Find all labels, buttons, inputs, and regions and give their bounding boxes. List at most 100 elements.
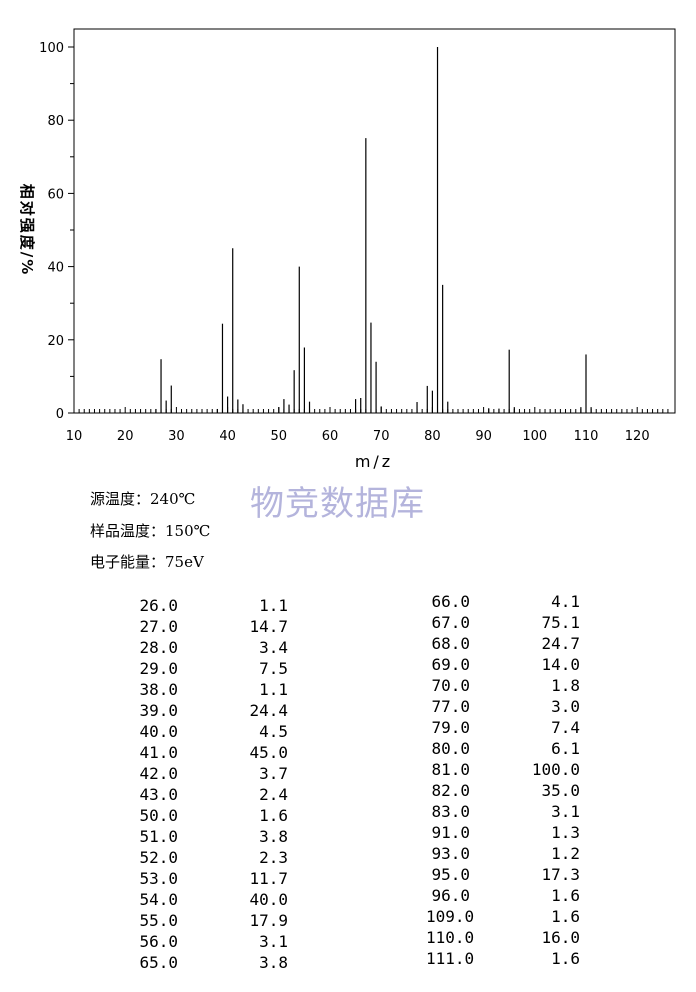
peak-mz: 53.0	[139, 869, 178, 888]
peak-mz: 83.0	[431, 802, 470, 821]
peak-intensity: 1.6	[259, 806, 288, 825]
peak-table-left: 26.0 1.1 27.0 14.7 28.0 3.4 29.0 7.5 38.0 1.1 39.0…	[134, 595, 288, 973]
y-axis-label: 相对强度/%	[18, 184, 36, 277]
y-tick-label: 60	[47, 187, 64, 202]
peak-mz: 52.0	[139, 848, 178, 867]
peak-intensity: 24.7	[541, 634, 580, 653]
peak-intensity: 3.8	[259, 827, 288, 846]
peak-row: 43.0 2.4	[134, 784, 288, 805]
y-tick-label: 100	[39, 41, 64, 56]
peak-mz: 51.0	[139, 827, 178, 846]
peak-intensity: 1.8	[551, 676, 580, 695]
peak-mz: 77.0	[431, 697, 470, 716]
x-axis: 10 20 30 40 50 60 70 80 90 100 110 120	[66, 407, 669, 444]
peak-intensity: 1.2	[551, 844, 580, 863]
peak-intensity: 3.0	[551, 697, 580, 716]
x-tick-label: 40	[219, 429, 236, 444]
peak-intensity: 40.0	[249, 890, 288, 909]
peak-intensity: 1.1	[259, 680, 288, 699]
peak-row: 50.0 1.6	[134, 805, 288, 826]
peak-intensity: 4.1	[551, 592, 580, 611]
peak-row: 77.0 3.0	[426, 696, 580, 717]
peak-row: 65.0 3.8	[134, 952, 288, 973]
peak-mz: 38.0	[139, 680, 178, 699]
peak-intensity: 4.5	[259, 722, 288, 741]
peak-intensity: 16.0	[541, 928, 580, 947]
peak-mz: 50.0	[139, 806, 178, 825]
peak-row: 82.0 35.0	[426, 780, 580, 801]
peak-mz: 41.0	[139, 743, 178, 762]
peak-mz: 110.0	[426, 928, 475, 947]
peak-row: 55.0 17.9	[134, 910, 288, 931]
x-tick-label: 90	[475, 429, 492, 444]
peak-mz: 55.0	[139, 911, 178, 930]
peak-row: 27.0 14.7	[134, 616, 288, 637]
x-tick-label: 60	[322, 429, 339, 444]
peak-mz: 111.0	[426, 949, 475, 968]
plot-frame	[73, 28, 676, 414]
peak-mz: 82.0	[431, 781, 470, 800]
peak-row: 38.0 1.1	[134, 679, 288, 700]
peak-mz: 96.0	[431, 886, 470, 905]
x-tick-label: 30	[168, 429, 185, 444]
peak-row: 29.0 7.5	[134, 658, 288, 679]
peak-mz: 91.0	[431, 823, 470, 842]
peak-row: 41.0 45.0	[134, 742, 288, 763]
peak-mz: 109.0	[426, 907, 475, 926]
peak-mz: 40.0	[139, 722, 178, 741]
peak-mz: 69.0	[431, 655, 470, 674]
peak-intensity: 1.6	[551, 949, 580, 968]
peak-mz: 81.0	[431, 760, 470, 779]
x-tick-label: 110	[574, 429, 599, 444]
peak-row: 69.0 14.0	[426, 654, 580, 675]
peak-row: 52.0 2.3	[134, 847, 288, 868]
x-axis-label: m/z	[355, 452, 393, 471]
peak-mz: 56.0	[139, 932, 178, 951]
peak-row: 42.0 3.7	[134, 763, 288, 784]
peak-mz: 70.0	[431, 676, 470, 695]
x-tick-label: 100	[522, 429, 547, 444]
peak-intensity: 75.1	[541, 613, 580, 632]
peak-intensity: 35.0	[541, 781, 580, 800]
peak-mz: 93.0	[431, 844, 470, 863]
peak-row: 67.0 75.1	[426, 612, 580, 633]
peak-row: 39.0 24.4	[134, 700, 288, 721]
peak-row: 56.0 3.1	[134, 931, 288, 952]
peak-intensity: 3.1	[551, 802, 580, 821]
peak-mz: 68.0	[431, 634, 470, 653]
peak-intensity: 3.8	[259, 953, 288, 972]
peak-intensity: 2.3	[259, 848, 288, 867]
peak-intensity: 1.6	[551, 907, 580, 926]
peak-mz: 26.0	[139, 596, 178, 615]
peak-intensity: 1.6	[551, 886, 580, 905]
x-tick-label: 70	[373, 429, 390, 444]
peak-row: 81.0 100.0	[426, 759, 580, 780]
peak-intensity: 1.3	[551, 823, 580, 842]
peak-row: 93.0 1.2	[426, 843, 580, 864]
peak-mz: 79.0	[431, 718, 470, 737]
peak-row: 91.0 1.3	[426, 822, 580, 843]
peak-intensity: 17.9	[249, 911, 288, 930]
electron-energy: 电子能量：75eV	[90, 553, 204, 571]
peak-intensity: 3.1	[259, 932, 288, 951]
peak-bars	[155, 47, 592, 413]
peak-row: 66.0 4.1	[426, 591, 580, 612]
peak-mz: 95.0	[431, 865, 470, 884]
peak-row: 40.0 4.5	[134, 721, 288, 742]
peak-intensity: 6.1	[551, 739, 580, 758]
peak-row: 80.0 6.1	[426, 738, 580, 759]
x-tick-label: 120	[625, 429, 650, 444]
y-axis: 0 20 40 60 80 100	[39, 41, 74, 422]
peak-intensity: 7.4	[551, 718, 580, 737]
peak-intensity: 3.4	[259, 638, 288, 657]
x-tick-label: 10	[66, 429, 83, 444]
peak-row: 95.0 17.3	[426, 864, 580, 885]
x-tick-label: 50	[271, 429, 288, 444]
peak-mz: 27.0	[139, 617, 178, 636]
peak-mz: 65.0	[139, 953, 178, 972]
peak-row: 26.0 1.1	[134, 595, 288, 616]
peak-intensity: 100.0	[531, 760, 580, 779]
peak-row: 109.0 1.6	[426, 906, 580, 927]
peak-intensity: 7.5	[259, 659, 288, 678]
peak-mz: 66.0	[431, 592, 470, 611]
